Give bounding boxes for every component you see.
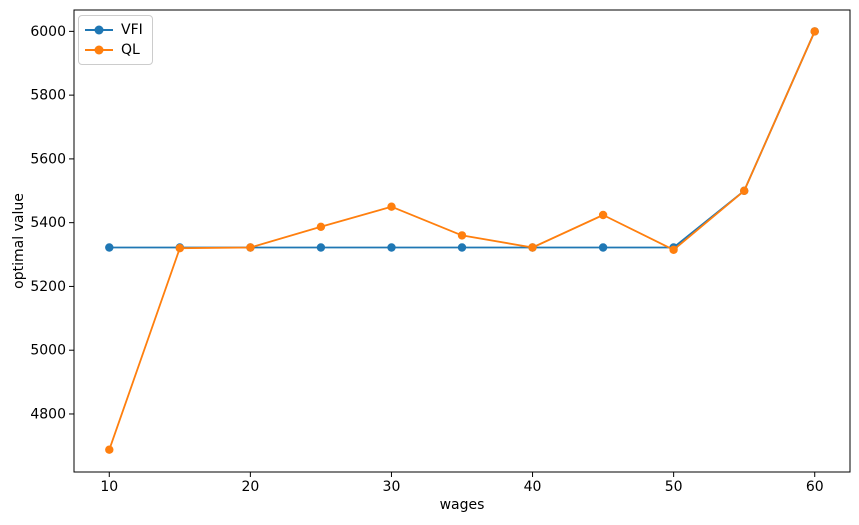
vfi-marker	[387, 243, 396, 252]
vfi-marker	[316, 243, 326, 252]
x-tick-label: 20	[241, 479, 259, 495]
legend-item-vfi: VFI	[85, 20, 146, 40]
ql-legend-marker-icon	[94, 45, 104, 55]
series-layer	[105, 27, 819, 454]
ql-marker	[105, 445, 114, 454]
y-axis-label: optimal value	[11, 193, 27, 289]
x-tick-label: 40	[524, 479, 542, 495]
y-tick-label: 5000	[30, 343, 66, 359]
vfi-line	[108, 30, 816, 249]
x-tick-label: 50	[665, 479, 683, 495]
ql-marker	[457, 231, 467, 240]
axes-frame	[73, 9, 851, 473]
y-tick-label: 5800	[30, 88, 66, 104]
ql-line	[108, 30, 816, 451]
ql-marker	[528, 243, 537, 252]
y-tick-label: 5400	[30, 215, 66, 231]
vfi-legend-line-icon	[85, 25, 113, 35]
vfi-legend-marker-icon	[94, 25, 104, 35]
vfi-marker	[598, 243, 608, 252]
y-tick-label: 5600	[30, 151, 66, 167]
ql-marker	[810, 27, 819, 36]
y-tick-label: 4800	[30, 406, 66, 422]
vfi-marker	[105, 243, 114, 252]
ql-legend-line-icon	[85, 45, 113, 55]
y-tick-label: 5200	[30, 279, 66, 295]
x-tick-label: 60	[806, 479, 824, 495]
ticks-layer: 10 20 30 40 50 60 4800 5000 5200 5400 5600 5800 6000	[30, 24, 823, 495]
x-axis-label: wages	[440, 497, 485, 513]
ql-marker	[740, 186, 749, 195]
x-tick-label: 10	[100, 479, 118, 495]
vfi-marker	[457, 243, 467, 252]
legend-label: VFI	[121, 22, 143, 38]
ql-marker	[669, 245, 678, 254]
ql-marker	[387, 202, 396, 211]
legend-item-ql: QL	[85, 40, 146, 60]
x-tick-label: 30	[383, 479, 401, 495]
y-tick-label: 6000	[30, 24, 66, 40]
ql-marker	[316, 222, 326, 231]
legend: VFI QL	[78, 15, 153, 65]
legend-label: QL	[121, 42, 140, 58]
ql-marker	[598, 210, 608, 220]
ql-marker	[246, 243, 255, 252]
ql-marker	[175, 244, 184, 253]
